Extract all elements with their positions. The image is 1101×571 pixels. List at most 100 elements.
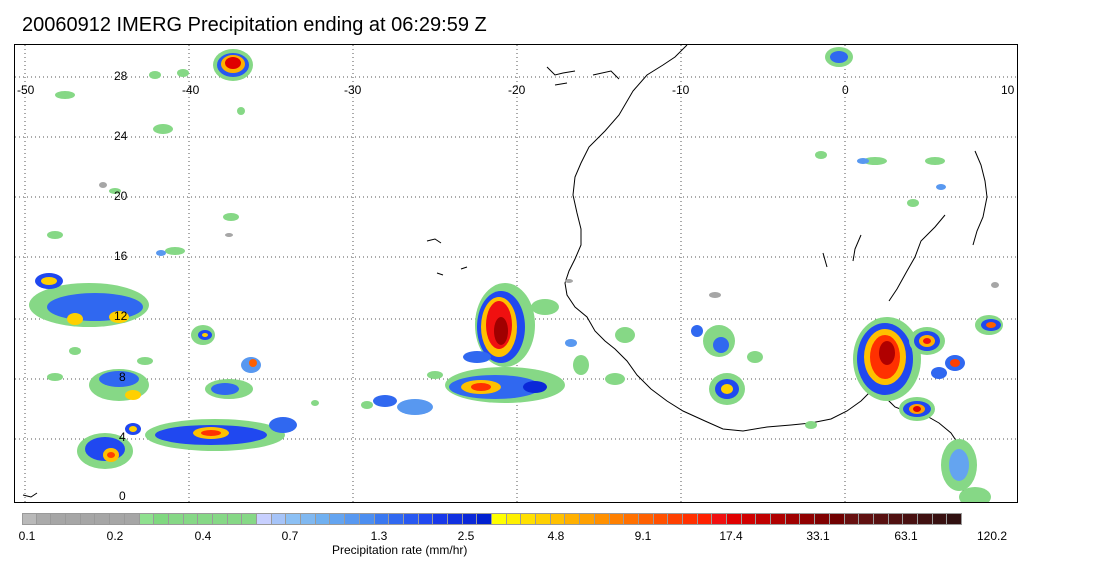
coastline-west-africa [564, 45, 872, 432]
colorbar-swatch [712, 513, 727, 525]
colorbar-swatch [932, 513, 948, 525]
colorbar-swatch [492, 513, 507, 525]
colorbar-label-0.2: 0.2 [106, 529, 124, 543]
colorbar-swatch [315, 513, 331, 525]
colorbar-label-0.1: 0.1 [18, 529, 36, 543]
colorbar-swatch [168, 513, 184, 525]
colorbar-swatch [859, 513, 874, 525]
colorbar-swatch [815, 513, 830, 525]
colorbar-swatch [212, 513, 228, 525]
precipitation-colorbar [22, 513, 962, 525]
lon-label-10: 10 [1001, 83, 1015, 97]
colorbar-swatch [638, 513, 654, 525]
colorbar-swatch [727, 513, 742, 525]
colorbar-swatch [330, 513, 346, 525]
colorbar-label-33.1: 33.1 [806, 529, 830, 543]
colorbar-swatch [183, 513, 199, 525]
lon-label-minus30: -30 [344, 83, 362, 97]
lat-label-0: 0 [119, 489, 126, 503]
colorbar-swatch [257, 513, 272, 525]
colorbar-swatch [154, 513, 169, 525]
colorbar-swatch [697, 513, 713, 525]
colorbar-swatch [624, 513, 639, 525]
colorbar-swatch [242, 513, 257, 525]
colorbar-swatch [903, 513, 918, 525]
colorbar-swatch [580, 513, 595, 525]
lon-label-0: 0 [842, 83, 849, 97]
lat-label-20: 20 [114, 189, 128, 203]
colorbar-swatch [139, 513, 155, 525]
colorbar-swatch [785, 513, 801, 525]
colorbar-swatch [345, 513, 360, 525]
colorbar-swatch [433, 513, 448, 525]
colorbar-label-1.3: 1.3 [370, 529, 388, 543]
lon-label-minus40: -40 [182, 83, 200, 97]
colorbar-swatch [536, 513, 551, 525]
colorbar-swatch [844, 513, 860, 525]
lat-label-16: 16 [114, 249, 128, 263]
colorbar-swatch [95, 513, 111, 525]
lon-label-minus50: -50 [17, 83, 35, 97]
coastline-mediterranean [546, 66, 620, 86]
coastline-east [972, 150, 988, 246]
colorbar-swatch [756, 513, 772, 525]
colorbar-swatch [565, 513, 581, 525]
colorbar-swatch [286, 513, 302, 525]
colorbar-label-2.5: 2.5 [457, 529, 475, 543]
colorbar-swatch [447, 513, 463, 525]
colorbar-swatch [550, 513, 566, 525]
colorbar-swatch [609, 513, 625, 525]
river-niger [822, 214, 946, 376]
lat-label-4: 4 [119, 430, 126, 444]
colorbar-label-0.7: 0.7 [281, 529, 299, 543]
graticule [15, 45, 1017, 502]
colorbar-swatch [682, 513, 698, 525]
colorbar-swatch [506, 513, 522, 525]
islands [22, 238, 468, 498]
lat-label-28: 28 [114, 69, 128, 83]
colorbar-swatch [888, 513, 904, 525]
colorbar-swatch [829, 513, 845, 525]
colorbar-swatch [124, 513, 140, 525]
colorbar-label-9.1: 9.1 [634, 529, 652, 543]
colorbar-swatch [521, 513, 537, 525]
colorbar-label-0.4: 0.4 [194, 529, 212, 543]
lat-label-12: 12 [114, 309, 128, 323]
lat-label-24: 24 [114, 129, 128, 143]
lon-label-minus20: -20 [508, 83, 526, 97]
colorbar-swatch [668, 513, 683, 525]
colorbar-swatch [403, 513, 419, 525]
colorbar-swatch [359, 513, 375, 525]
colorbar-swatch [917, 513, 933, 525]
colorbar-swatch [80, 513, 96, 525]
colorbar-swatch [389, 513, 404, 525]
colorbar-swatch [873, 513, 889, 525]
colorbar-label-4.8: 4.8 [547, 529, 565, 543]
lat-label-8: 8 [119, 370, 126, 384]
colorbar-swatch [741, 513, 757, 525]
colorbar-swatch [271, 513, 287, 525]
colorbar-label-17.4: 17.4 [719, 529, 743, 543]
lon-label-minus10: -10 [672, 83, 690, 97]
map-canvas [15, 45, 1017, 502]
colorbar-label-120.2: 120.2 [976, 529, 1008, 543]
colorbar-swatch [947, 513, 962, 525]
colorbar-swatch [301, 513, 316, 525]
colorbar-swatch [653, 513, 669, 525]
colorbar-swatch [418, 513, 434, 525]
colorbar-swatch [771, 513, 786, 525]
colorbar-swatch [66, 513, 81, 525]
colorbar-swatch [198, 513, 213, 525]
colorbar-title: Precipitation rate (mm/hr) [332, 543, 468, 557]
precipitation-cells [29, 47, 1003, 502]
colorbar-swatch [36, 513, 52, 525]
colorbar-swatch [22, 513, 37, 525]
colorbar-swatch [227, 513, 243, 525]
colorbar-swatch [477, 513, 492, 525]
colorbar-swatch [110, 513, 125, 525]
colorbar-swatch [51, 513, 67, 525]
colorbar-swatch [594, 513, 610, 525]
map-title: 20060912 IMERG Precipitation ending at 0… [22, 14, 487, 36]
colorbar-swatch [462, 513, 478, 525]
precipitation-map: -50 -40 -30 -20 -10 0 10 28 24 20 16 12 … [14, 44, 1018, 503]
